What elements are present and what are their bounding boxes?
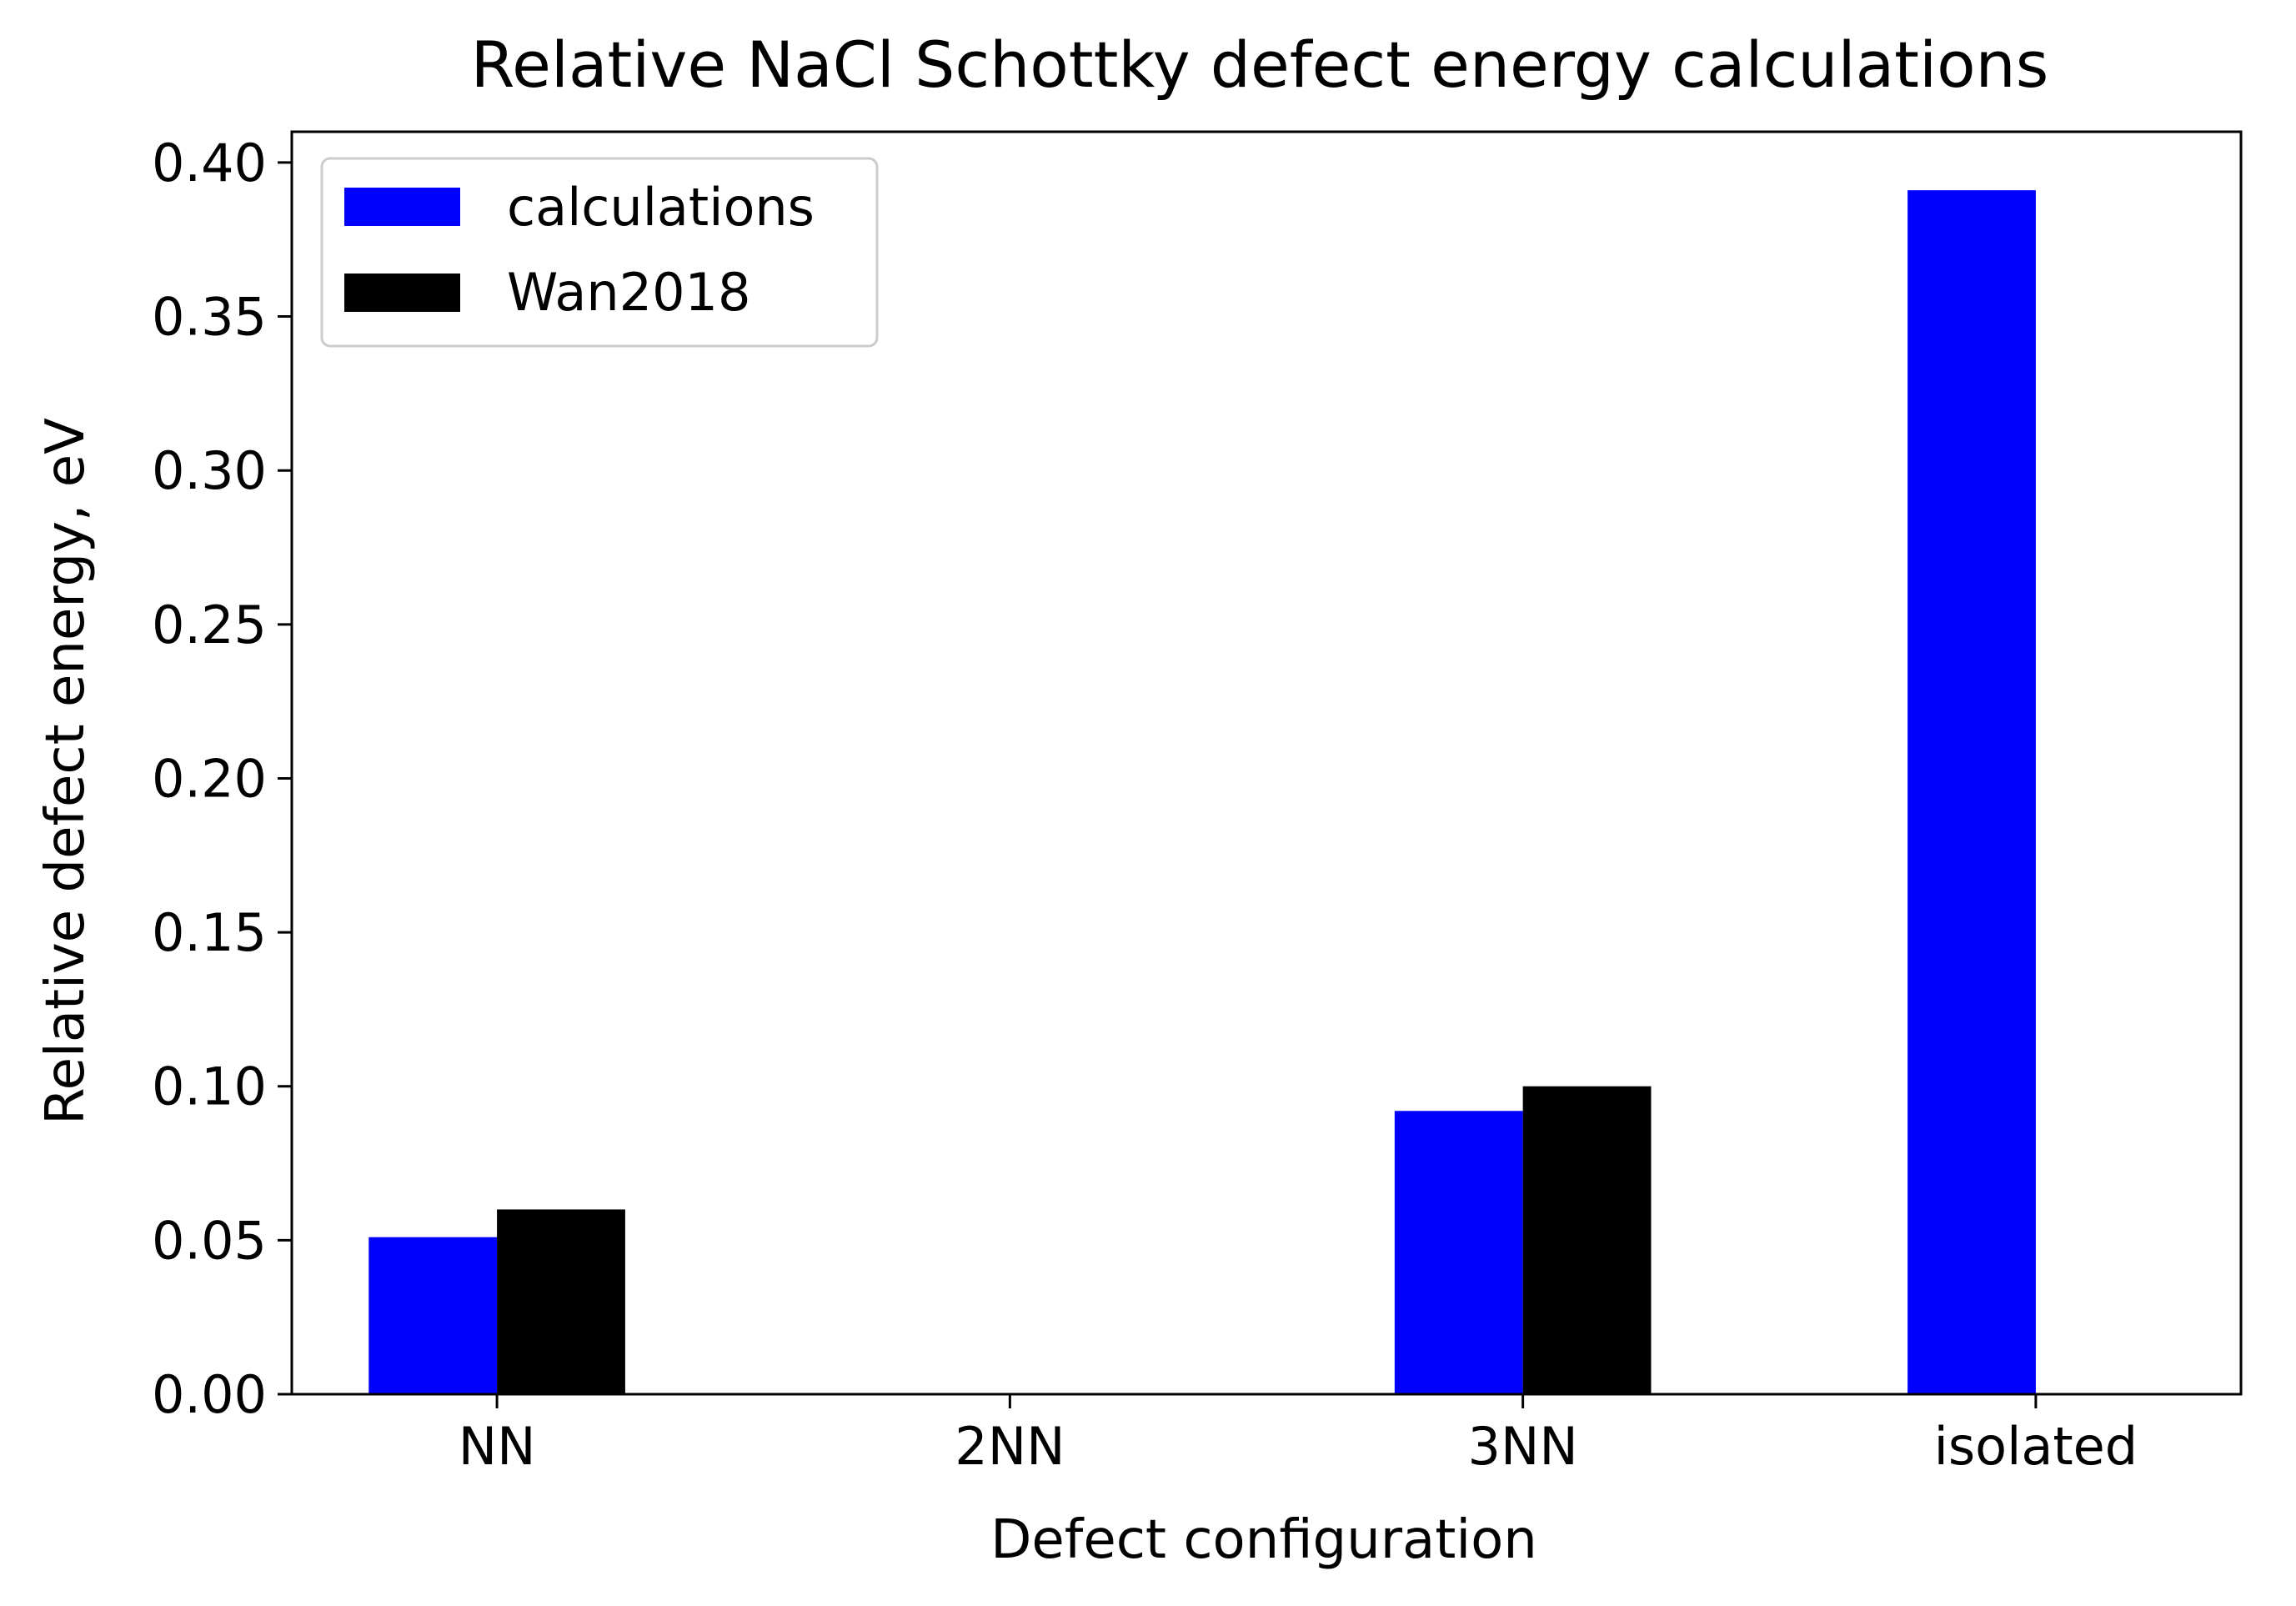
x-axis-label: Defect configuration xyxy=(990,1509,1537,1571)
y-axis-label: Relative defect energy, eV xyxy=(35,418,97,1125)
bar-calculations-isolated xyxy=(1907,190,2036,1394)
bar-calculations-nn xyxy=(368,1237,498,1394)
y-tick-label: 0.15 xyxy=(152,902,267,963)
x-tick-label-isolated: isolated xyxy=(1934,1416,2138,1477)
legend-label-calculations: calculations xyxy=(507,177,815,238)
legend-frame xyxy=(320,157,879,348)
legend-swatch-calculations xyxy=(344,188,460,226)
legend: calculations Wan2018 xyxy=(320,157,879,348)
y-tick-label: 0.00 xyxy=(152,1364,267,1425)
x-tick-label-2nn: 2NN xyxy=(955,1416,1065,1477)
y-tick-label: 0.05 xyxy=(152,1210,267,1271)
y-tick-label: 0.20 xyxy=(152,748,267,809)
x-tick-label-nn: NN xyxy=(459,1416,536,1477)
y-tick-label: 0.40 xyxy=(152,133,267,193)
y-tick-label: 0.10 xyxy=(152,1056,267,1117)
x-tick-label-3nn: 3NN xyxy=(1468,1416,1578,1477)
legend-swatch-wan2018 xyxy=(344,274,460,312)
ticks-layer: 0.00 0.05 0.10 0.15 0.20 0.25 0.30 0.35 0.40 NN 2N… xyxy=(152,133,2138,1477)
y-tick-label: 0.30 xyxy=(152,440,267,501)
axes-frame xyxy=(290,130,2243,1396)
chart-title: Relative NaCl Schottky defect energy cal… xyxy=(471,28,2049,102)
bars-layer xyxy=(368,190,2036,1394)
y-tick-label: 0.35 xyxy=(152,287,267,348)
bar-calculations-3nn xyxy=(1394,1111,1523,1394)
legend-label-wan2018: Wan2018 xyxy=(507,262,750,323)
y-tick-label: 0.25 xyxy=(152,595,267,655)
bar-wan2018-nn xyxy=(497,1209,625,1394)
bar-wan2018-3nn xyxy=(1522,1086,1652,1394)
